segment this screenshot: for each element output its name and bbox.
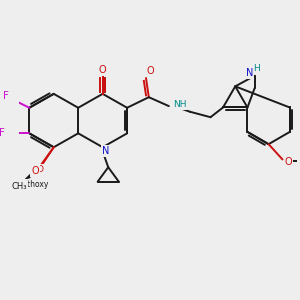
Text: O: O	[31, 166, 39, 176]
Text: NH: NH	[173, 100, 187, 109]
Text: methoxy: methoxy	[15, 180, 48, 189]
Text: H: H	[253, 64, 260, 73]
Text: N: N	[102, 146, 109, 156]
Text: O: O	[285, 157, 292, 167]
Text: F: F	[3, 91, 9, 101]
Text: N: N	[246, 68, 253, 78]
Text: O: O	[37, 165, 44, 174]
Text: F: F	[0, 128, 5, 138]
Text: CH₃: CH₃	[11, 182, 27, 191]
Text: O: O	[146, 66, 154, 76]
Text: O: O	[99, 65, 106, 75]
